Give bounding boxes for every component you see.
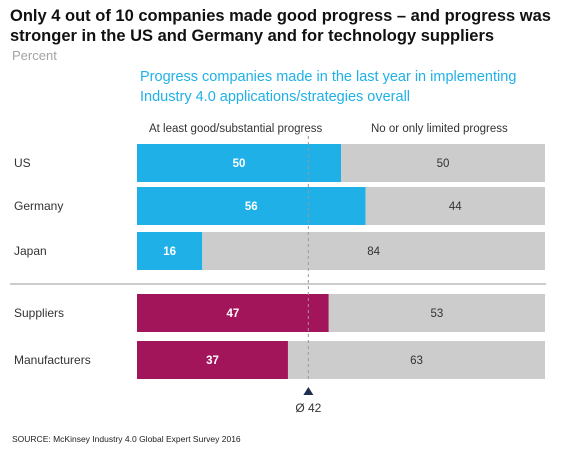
category-label-us: US xyxy=(14,156,31,170)
value-label-limited-germany: 44 xyxy=(449,201,462,213)
bar-limited-us xyxy=(341,144,545,182)
chart-subtitle: Progress companies made in the last year… xyxy=(140,69,517,105)
average-label: Ø 42 xyxy=(295,401,321,415)
bar-limited-germany xyxy=(365,187,545,225)
value-label-progress-suppliers: 47 xyxy=(226,308,239,320)
chart-title: Only 4 out of 10 companies made good pro… xyxy=(10,7,551,45)
value-label-progress-japan: 16 xyxy=(163,246,176,258)
category-label-manufacturers: Manufacturers xyxy=(14,353,91,367)
bar-limited-manufacturers xyxy=(287,341,545,379)
legend-limited: No or only limited progress xyxy=(371,123,508,135)
bar-progress-japan xyxy=(137,232,203,270)
category-label-suppliers: Suppliers xyxy=(14,306,64,320)
bar-progress-us xyxy=(137,144,341,182)
value-label-limited-japan: 84 xyxy=(367,246,380,258)
bar-progress-manufacturers xyxy=(137,341,288,379)
bar-progress-suppliers xyxy=(137,294,329,332)
category-label-japan: Japan xyxy=(14,244,47,258)
value-label-limited-manufacturers: 63 xyxy=(410,355,423,367)
average-marker xyxy=(303,387,314,395)
bar-limited-japan xyxy=(202,232,545,270)
unit-label: Percent xyxy=(12,48,57,63)
value-label-limited-us: 50 xyxy=(437,158,450,170)
value-label-progress-germany: 56 xyxy=(245,201,258,213)
bar-progress-germany xyxy=(137,187,366,225)
bar-limited-suppliers xyxy=(328,294,545,332)
source-note: SOURCE: McKinsey Industry 4.0 Global Exp… xyxy=(12,434,241,444)
category-label-germany: Germany xyxy=(14,199,63,213)
legend-progress: At least good/substantial progress xyxy=(149,123,322,135)
value-label-limited-suppliers: 53 xyxy=(430,308,443,320)
value-label-progress-manufacturers: 37 xyxy=(206,355,219,367)
value-label-progress-us: 50 xyxy=(233,158,246,170)
